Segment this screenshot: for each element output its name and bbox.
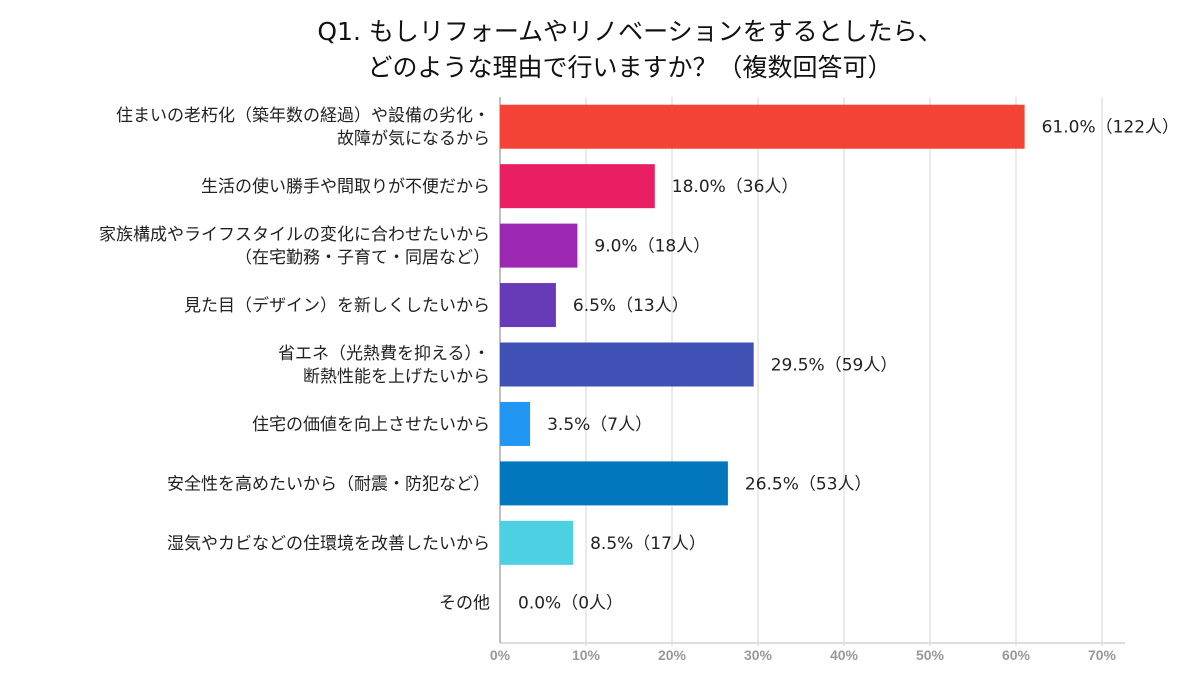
- bar: [500, 461, 728, 506]
- data-label: 61.0%（122人）: [1042, 118, 1179, 138]
- bar: [500, 520, 574, 565]
- bar: [500, 104, 1025, 149]
- category-label: 省エネ（光熱費を抑える）・: [278, 344, 490, 364]
- data-label: 18.0%（36人）: [672, 177, 799, 197]
- chart-title-line-1: Q1. もしリフォームやリノベーションをするとしたら、: [317, 17, 943, 46]
- data-label: 3.5%（7人）: [547, 415, 652, 435]
- x-tick-label: 10%: [572, 647, 601, 663]
- data-label: 8.5%（17人）: [590, 534, 706, 554]
- category-label: 見た目（デザイン）を新しくしたいから: [184, 295, 490, 316]
- category-label: その他: [439, 593, 490, 613]
- x-tick-label: 40%: [830, 647, 859, 663]
- bar: [500, 164, 655, 209]
- category-label: 故障が気になるから: [337, 129, 490, 149]
- data-label: 0.0%（0人）: [518, 593, 623, 613]
- category-label: 生活の使い勝手や間取りが不便だから: [201, 176, 490, 197]
- category-label: 住宅の価値を向上させたいから: [252, 415, 490, 435]
- category-label: 住まいの老朽化（築年数の経過）や設備の劣化・: [116, 106, 490, 126]
- bar: [500, 283, 556, 328]
- category-label: 安全性を高めたいから（耐震・防犯など）: [167, 474, 490, 494]
- data-label: 6.5%（13人）: [573, 296, 689, 316]
- data-label: 29.5%（59人）: [771, 356, 898, 376]
- data-label: 26.5%（53人）: [745, 474, 872, 494]
- chart-title-line-2: どのような理由で行いますか？（複数回答可）: [367, 53, 893, 82]
- x-tick-label: 50%: [916, 647, 945, 663]
- category-label: 家族構成やライフスタイルの変化に合わせたいから: [99, 225, 490, 245]
- category-label: （在宅勤務・子育て・同居など）: [235, 248, 490, 268]
- category-label: 湿気やカビなどの住環境を改善したいから: [167, 534, 490, 554]
- chart-title: Q1. もしリフォームやリノベーションをするとしたら、 どのような理由で行います…: [0, 14, 1200, 86]
- x-tick-label: 60%: [1002, 647, 1031, 663]
- x-tick-label: 30%: [744, 647, 773, 663]
- bar: [500, 401, 531, 446]
- x-tick-label: 0%: [490, 647, 511, 663]
- data-label: 9.0%（18人）: [594, 237, 710, 257]
- x-tick-label: 70%: [1088, 647, 1117, 663]
- bar: [500, 342, 754, 387]
- x-tick-label: 20%: [658, 647, 687, 663]
- bar: [500, 223, 578, 268]
- category-label: 断熱性能を上げたいから: [303, 367, 490, 387]
